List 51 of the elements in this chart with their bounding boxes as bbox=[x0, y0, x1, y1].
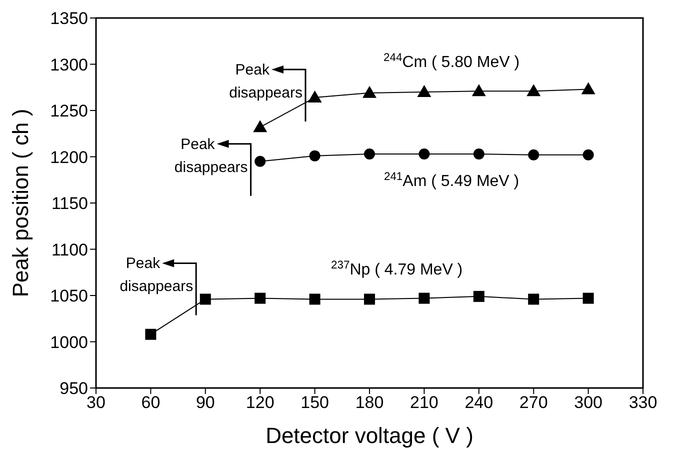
point bbox=[528, 294, 540, 305]
x-tick-label: 300 bbox=[574, 393, 602, 412]
point bbox=[308, 90, 322, 103]
x-tick-label: 330 bbox=[628, 393, 658, 412]
y-tick-label: 1350 bbox=[50, 9, 88, 28]
annotation: Peak disappears bbox=[174, 136, 248, 176]
series-label: $^{237}$Np ( 4.79 MeV ) bbox=[331, 259, 463, 278]
point bbox=[417, 85, 432, 97]
point bbox=[582, 149, 594, 160]
point bbox=[254, 292, 266, 304]
annotation: Peak disappears bbox=[229, 62, 302, 102]
y-tick-label: 1250 bbox=[50, 102, 88, 121]
y-tick-label: 950 bbox=[60, 379, 88, 398]
annotation: Peak disappears bbox=[120, 255, 194, 296]
series-label: $^{244}$Cm ( 5.80 MeV ) bbox=[384, 52, 520, 72]
point bbox=[309, 150, 320, 162]
point bbox=[364, 294, 375, 305]
y-axis-title: Peak position ( ch ) bbox=[8, 108, 33, 298]
point bbox=[473, 148, 484, 160]
x-tick-label: 240 bbox=[464, 393, 494, 412]
point bbox=[200, 294, 211, 305]
point bbox=[581, 82, 596, 94]
point bbox=[145, 328, 156, 340]
point bbox=[472, 84, 486, 96]
point bbox=[309, 294, 320, 305]
y-tick-label: 1050 bbox=[50, 286, 88, 306]
point bbox=[418, 148, 430, 160]
x-tick-label: 210 bbox=[410, 393, 438, 412]
x-axis-title: Detector voltage ( V ) bbox=[266, 423, 474, 448]
y-tick-label: 1100 bbox=[51, 240, 88, 260]
x-tick-label: 90 bbox=[196, 393, 215, 412]
x-tick-label: 120 bbox=[246, 393, 274, 412]
y-tick-label: 1150 bbox=[51, 194, 88, 214]
point bbox=[364, 148, 375, 160]
x-tick-label: 60 bbox=[141, 393, 160, 412]
point bbox=[418, 292, 430, 304]
x-tick-label: 30 bbox=[86, 393, 106, 412]
point bbox=[253, 120, 268, 132]
x-tick-label: 150 bbox=[300, 393, 329, 412]
point bbox=[526, 84, 541, 96]
series-label: $^{241}$Am ( 5.49 MeV ) bbox=[384, 170, 520, 190]
y-tick-label: 1200 bbox=[50, 148, 88, 167]
y-tick-label: 1300 bbox=[50, 55, 88, 74]
point bbox=[254, 156, 266, 167]
point bbox=[582, 292, 594, 304]
point bbox=[362, 86, 376, 98]
x-tick-label: 180 bbox=[355, 393, 384, 412]
point bbox=[528, 149, 540, 160]
point bbox=[473, 290, 484, 302]
y-tick-label: 1000 bbox=[50, 332, 88, 352]
x-tick-label: 270 bbox=[519, 393, 548, 412]
